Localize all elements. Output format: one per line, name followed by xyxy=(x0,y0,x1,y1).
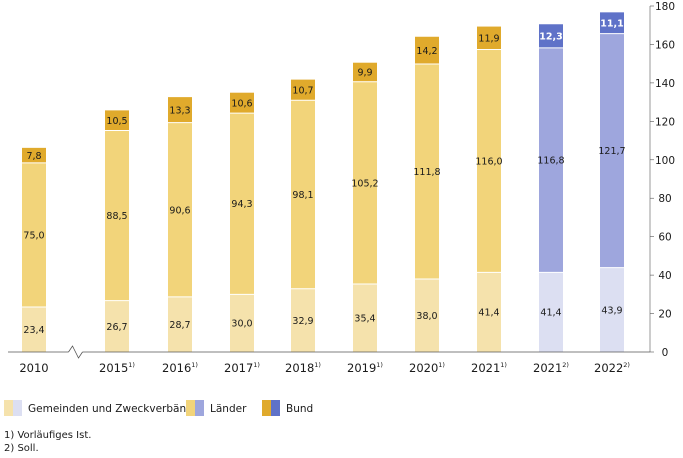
bar-segment xyxy=(477,49,501,273)
bar-segment xyxy=(415,64,439,279)
legend-swatch-planned xyxy=(13,400,22,416)
data-label: 35,4 xyxy=(354,313,375,324)
y-axis: 0 20 40 60 80 100 120 140 160 180 xyxy=(649,1,675,359)
x-tick-label: 20201) xyxy=(409,361,445,375)
bar-segment xyxy=(539,24,563,48)
x-tick-label: 2010 xyxy=(19,361,48,375)
x-tick-label: 20161) xyxy=(162,361,198,375)
legend-swatch-planned xyxy=(271,400,280,416)
bar-segment xyxy=(415,36,439,65)
bar-segment xyxy=(353,81,377,284)
data-label: 32,9 xyxy=(292,316,313,327)
bar-segment xyxy=(600,33,624,268)
data-label: 41,4 xyxy=(478,308,499,319)
data-label: 94,3 xyxy=(231,199,252,210)
legend: Gemeinden und Zweckverbände Länder Bund xyxy=(4,400,313,416)
data-label: 116,8 xyxy=(537,156,564,167)
bar-segment xyxy=(230,113,254,295)
data-label: 116,0 xyxy=(475,156,502,167)
data-label: 88,5 xyxy=(106,211,127,222)
data-label: 90,6 xyxy=(169,205,190,216)
bar-segment xyxy=(477,272,501,352)
y-tick-label: 120 xyxy=(655,116,675,128)
y-tick-label: 100 xyxy=(655,155,675,167)
data-label: 7,8 xyxy=(26,151,41,162)
y-tick-label: 0 xyxy=(662,347,669,359)
data-label: 14,2 xyxy=(416,46,437,57)
data-label: 23,4 xyxy=(23,325,44,336)
bars: 23,4 75,0 7,8 26,7 88,5 10,5 28,7 90,6 13,3 30,0 9… xyxy=(22,12,626,352)
data-label: 75,0 xyxy=(23,230,44,241)
x-tick-label: 20211) xyxy=(471,361,507,375)
bar-segment xyxy=(291,100,315,289)
x-tick-label: 20191) xyxy=(347,361,383,375)
bar-segment xyxy=(291,79,315,101)
legend-swatch-planned xyxy=(195,400,204,416)
legend-label: Gemeinden und Zweckverbände xyxy=(28,403,199,415)
bar-segment xyxy=(477,26,501,50)
bar-segment xyxy=(230,92,254,114)
y-tick-label: 180 xyxy=(655,1,675,13)
x-tick-label: 20212) xyxy=(533,361,569,375)
legend-swatch-actual xyxy=(262,400,271,416)
footnote-1: 1) Vorläufiges Ist. xyxy=(4,430,92,441)
data-label: 38,0 xyxy=(416,311,437,322)
data-label: 30,0 xyxy=(231,319,252,330)
bar-segment xyxy=(168,296,192,352)
bar-segment xyxy=(600,267,624,352)
data-label: 11,1 xyxy=(600,19,623,30)
data-label: 10,5 xyxy=(106,116,127,127)
data-label: 12,3 xyxy=(539,32,562,43)
bar-segment xyxy=(105,110,129,131)
legend-label: Bund xyxy=(286,403,313,415)
x-tick-label: 20222) xyxy=(594,361,630,375)
legend-label: Länder xyxy=(210,403,247,415)
y-tick-label: 60 xyxy=(658,232,671,244)
bar-segment xyxy=(600,12,624,34)
data-label: 111,8 xyxy=(413,167,440,178)
data-label: 28,7 xyxy=(169,320,190,331)
bar-segment xyxy=(22,162,46,308)
y-tick-label: 80 xyxy=(658,193,671,205)
data-label: 9,9 xyxy=(357,68,372,79)
data-label: 11,9 xyxy=(478,34,499,45)
data-label: 98,1 xyxy=(292,190,313,201)
data-label: 43,9 xyxy=(601,305,622,316)
bar-segment xyxy=(539,47,563,273)
axis-break-mark xyxy=(68,345,83,359)
bar-segment xyxy=(230,294,254,352)
legend-swatch-actual xyxy=(4,400,13,416)
y-tick-label: 140 xyxy=(655,78,675,90)
data-label: 10,7 xyxy=(292,85,313,96)
y-tick-label: 40 xyxy=(658,270,671,282)
y-tick-label: 160 xyxy=(655,39,675,51)
data-label: 13,3 xyxy=(169,105,190,116)
bar-segment xyxy=(353,283,377,352)
bar-segment xyxy=(291,288,315,352)
bar-segment xyxy=(415,278,439,352)
bar-segment xyxy=(105,130,129,301)
x-tick-label: 20181) xyxy=(285,361,321,375)
bar-segment xyxy=(22,307,46,352)
x-tick-label: 20151) xyxy=(99,361,135,375)
bar-segment xyxy=(105,300,129,352)
bar-segment xyxy=(22,147,46,163)
bar-segment xyxy=(539,272,563,352)
legend-swatch-actual xyxy=(186,400,195,416)
footnote-2: 2) Soll. xyxy=(4,443,39,454)
data-label: 121,7 xyxy=(598,146,625,157)
x-tick-label: 20171) xyxy=(224,361,260,375)
data-label: 105,2 xyxy=(351,178,378,189)
bar-segment xyxy=(353,62,377,82)
x-axis: 2010 20151) 20161) 20171) 20181) 20191) 20201)… xyxy=(8,345,650,375)
y-tick-label: 20 xyxy=(658,309,671,321)
data-label: 10,6 xyxy=(231,98,252,109)
bar-segment xyxy=(168,122,192,297)
bar-segment xyxy=(168,97,192,123)
data-label: 26,7 xyxy=(106,322,127,333)
data-label: 41,4 xyxy=(540,308,561,319)
